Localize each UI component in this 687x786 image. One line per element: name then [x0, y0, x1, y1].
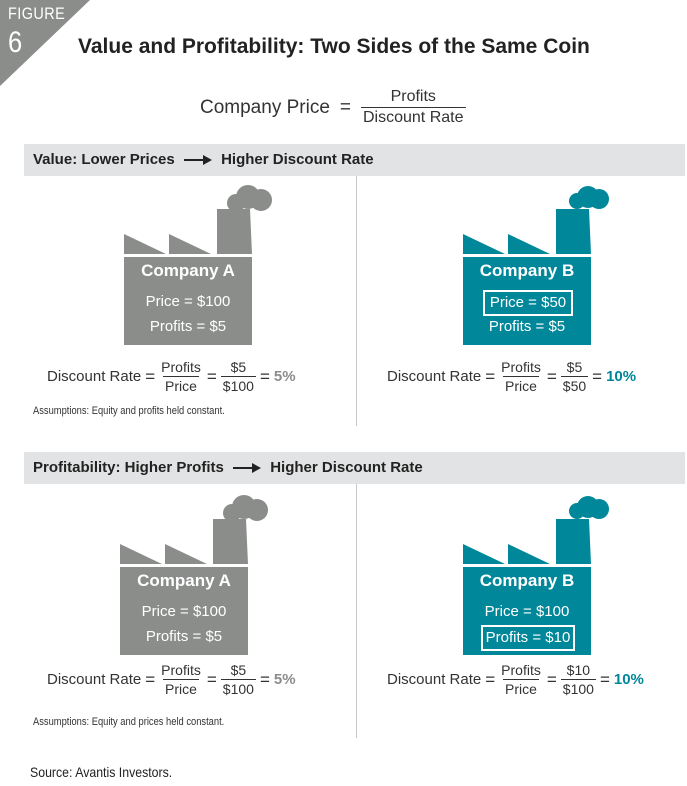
section-profitability-heading-result: Higher Discount Rate — [270, 459, 423, 476]
factory-icon — [463, 186, 609, 254]
value-fraction: $5 $50 — [560, 359, 589, 394]
discount-rate-equation: Discount Rate = Profits Price = $10 $100… — [387, 662, 644, 697]
factory-icon — [120, 495, 268, 564]
value-denominator: $50 — [560, 376, 589, 394]
equals-sign: = — [599, 669, 610, 689]
value-fraction: $10 $100 — [560, 662, 596, 697]
section-profitability-heading-text: Profitability: Higher Profits — [33, 459, 224, 476]
value-numerator: $5 — [230, 359, 247, 375]
discount-rate-equation: Discount Rate = Profits Price = $5 $100 … — [47, 359, 296, 394]
section-value-heading-bar: Value: Lower Prices Higher Discount Rate — [24, 144, 685, 176]
main-formula: Company Price = Profits Discount Rate — [200, 88, 466, 127]
company-profits: Profits = $5 — [145, 628, 223, 645]
equals-sign: = — [546, 366, 557, 386]
discount-rate-label: Discount Rate — [47, 671, 142, 688]
formula-fraction: Profits Discount Rate — [361, 88, 466, 127]
equals-sign: = — [145, 669, 156, 689]
equals-sign: = — [485, 669, 496, 689]
ratio-numerator: Profits — [501, 359, 541, 375]
discount-rate-result: 5% — [273, 368, 296, 385]
value-numerator: $10 — [566, 662, 591, 678]
discount-rate-result: 10% — [613, 671, 644, 688]
discount-rate-result: 5% — [273, 671, 296, 688]
value-numerator: $5 — [566, 359, 583, 375]
figure-badge: FIGURE 6 — [0, 0, 90, 86]
equals-sign: = — [145, 366, 156, 386]
discount-rate-equation: Discount Rate = Profits Price = $5 $50 =… — [387, 359, 636, 394]
assumption-note: Assumptions: Equity and prices held cons… — [33, 716, 225, 728]
ratio-fraction: Profits Price — [159, 359, 203, 394]
ratio-numerator: Profits — [501, 662, 541, 678]
company-a-box: Company A Price = $100 Profits = $5 — [124, 257, 252, 345]
ratio-numerator: Profits — [161, 359, 201, 375]
section-value-heading: Value: Lower Prices Higher Discount Rate — [33, 151, 374, 168]
company-profits-highlighted: Profits = $10 — [481, 625, 575, 651]
arrow-right-icon — [183, 155, 212, 166]
value-fraction: $5 $100 — [220, 359, 256, 394]
ratio-fraction: Profits Price — [159, 662, 203, 697]
company-name: Company B — [479, 261, 575, 280]
ratio-denominator: Price — [163, 376, 199, 394]
assumption-note: Assumptions: Equity and profits held con… — [33, 405, 225, 417]
company-profits: Profits = $5 — [149, 318, 227, 335]
company-b-box: Company B Price = $50 Profits = $5 — [463, 257, 591, 345]
ratio-fraction: Profits Price — [499, 359, 543, 394]
equals-sign: = — [485, 366, 496, 386]
equals-sign: = — [206, 366, 217, 386]
company-a-box: Company A Price = $100 Profits = $5 — [120, 567, 248, 655]
ratio-denominator: Price — [503, 679, 539, 697]
arrow-right-icon — [233, 463, 262, 474]
figure-title: Value and Profitability: Two Sides of th… — [78, 35, 590, 58]
company-profits: Profits = $5 — [488, 318, 566, 335]
factory-icon — [463, 496, 609, 564]
equals-sign: = — [206, 669, 217, 689]
formula-numerator: Profits — [390, 88, 436, 105]
company-name: Company B — [479, 571, 575, 590]
formula-denominator: Discount Rate — [361, 107, 466, 126]
formula-equals: = — [339, 96, 351, 118]
value-denominator: $100 — [220, 376, 256, 394]
discount-rate-equation: Discount Rate = Profits Price = $5 $100 … — [47, 662, 296, 697]
section-profitability-heading: Profitability: Higher Profits Higher Dis… — [33, 459, 423, 476]
factory-icon — [124, 185, 272, 254]
section-profitability-divider — [356, 484, 357, 738]
company-price: Price = $100 — [145, 293, 231, 310]
formula-lhs: Company Price — [200, 96, 330, 118]
equals-sign: = — [259, 366, 270, 386]
company-b-box: Company B Price = $100 Profits = $10 — [463, 567, 591, 655]
ratio-denominator: Price — [503, 376, 539, 394]
company-price: Price = $100 — [484, 603, 570, 620]
section-profitability-heading-bar: Profitability: Higher Profits Higher Dis… — [24, 452, 685, 484]
source-note: Source: Avantis Investors. — [30, 764, 173, 780]
figure-label: FIGURE — [8, 4, 66, 23]
section-value-heading-result: Higher Discount Rate — [221, 151, 374, 168]
equals-sign: = — [259, 669, 270, 689]
equals-sign: = — [546, 669, 557, 689]
equals-sign: = — [592, 366, 603, 386]
company-price-highlighted: Price = $50 — [483, 290, 573, 316]
value-denominator: $100 — [220, 679, 256, 697]
badge-shape — [0, 0, 90, 86]
discount-rate-label: Discount Rate — [47, 368, 142, 385]
ratio-denominator: Price — [163, 679, 199, 697]
discount-rate-label: Discount Rate — [387, 671, 482, 688]
section-value-divider — [356, 176, 357, 426]
value-fraction: $5 $100 — [220, 662, 256, 697]
company-price: Price = $100 — [141, 603, 227, 620]
discount-rate-label: Discount Rate — [387, 368, 482, 385]
discount-rate-result: 10% — [606, 368, 637, 385]
ratio-fraction: Profits Price — [499, 662, 543, 697]
ratio-numerator: Profits — [161, 662, 201, 678]
company-name: Company A — [137, 571, 231, 590]
figure-number: 6 — [8, 26, 23, 59]
company-name: Company A — [141, 261, 235, 280]
value-numerator: $5 — [230, 662, 247, 678]
value-denominator: $100 — [560, 679, 596, 697]
section-value-heading-text: Value: Lower Prices — [33, 151, 175, 168]
